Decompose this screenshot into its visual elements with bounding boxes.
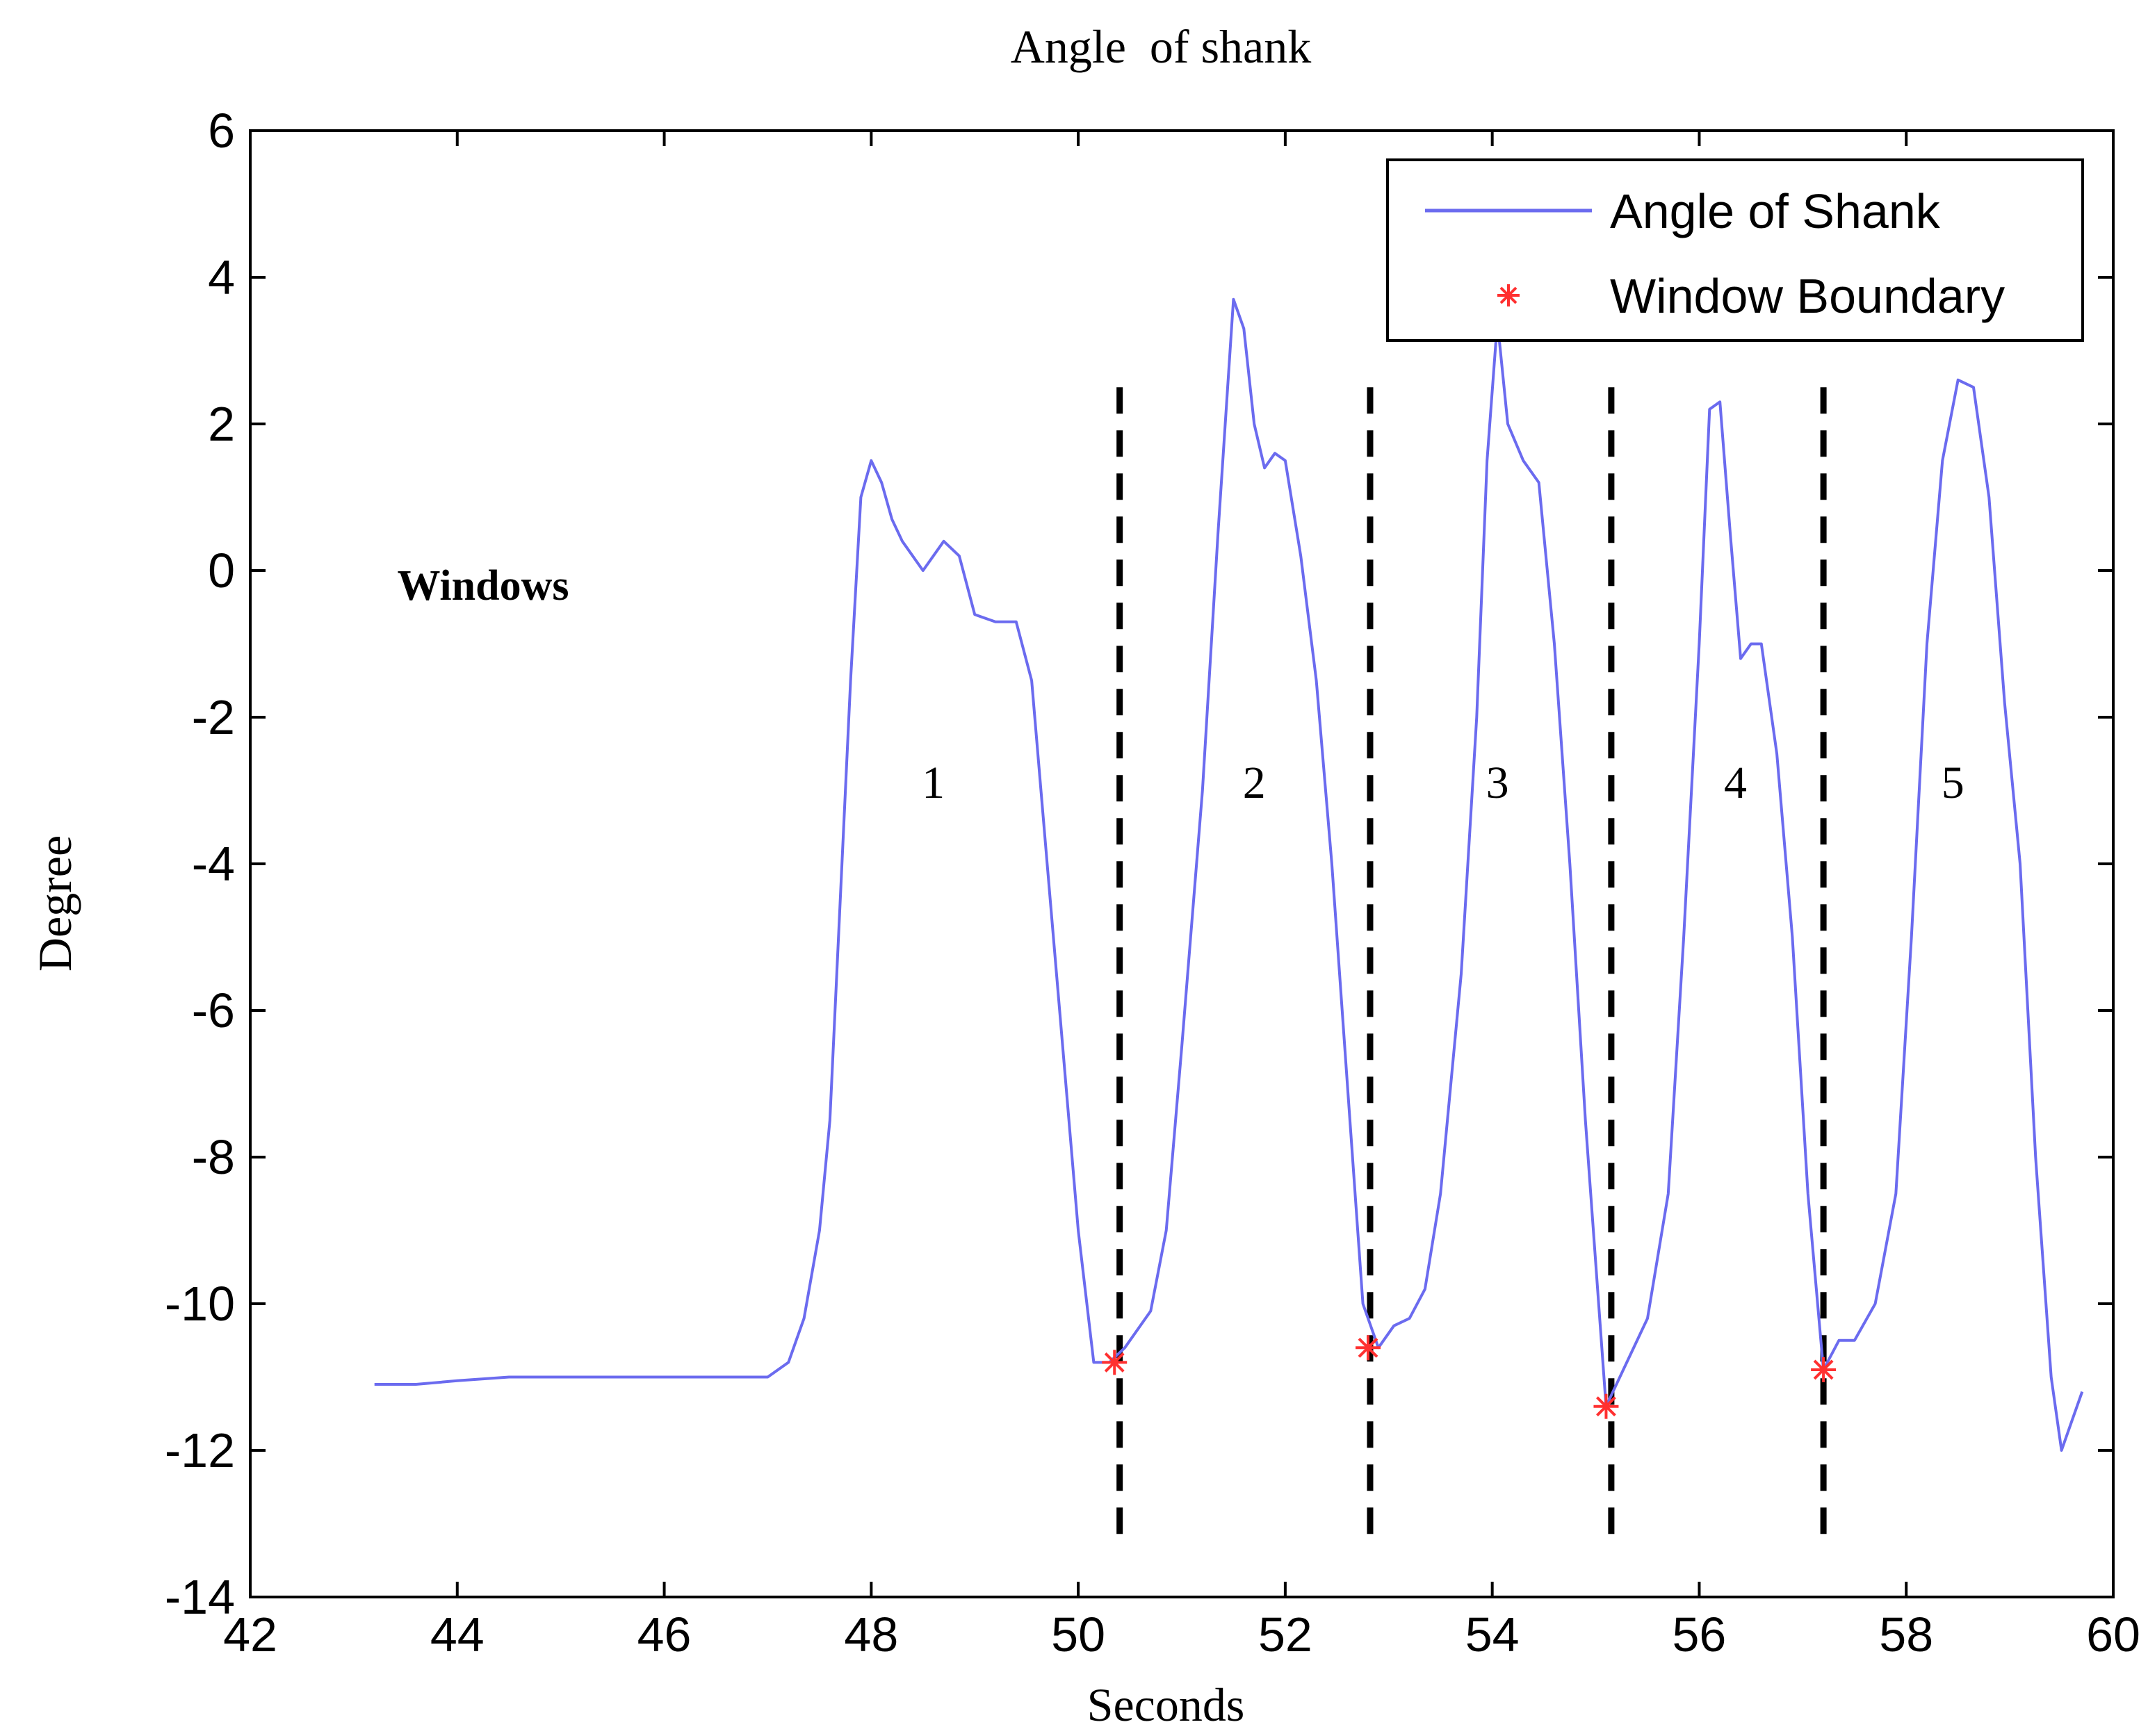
y-tick-label: -8 [192,1130,235,1184]
angle-of-shank-line [374,297,2084,1452]
x-tick-label: 44 [430,1607,485,1662]
marker-stroke [1104,1352,1125,1373]
window-number-label: 4 [1724,758,1747,808]
window-number-label: 5 [1942,758,1964,808]
windows-annotation: Windows [398,562,569,609]
y-tick-label: 2 [208,397,235,451]
chart-title: Angle of shank [1011,20,1311,73]
window-boundary-marker [1102,1350,1128,1375]
y-tick-label: 6 [208,104,235,158]
x-tick-label: 56 [1673,1607,1727,1662]
legend-label-window-boundary: Window Boundary [1610,269,2005,323]
x-tick-label: 60 [2086,1607,2140,1662]
x-tick-label: 50 [1051,1607,1105,1662]
y-tick-label: -14 [165,1570,235,1624]
annotations: Windows 1 2 3 4 5 [398,562,1964,808]
x-axis-ticks: 42 44 46 48 50 52 54 56 58 60 [223,131,2140,1662]
legend-box [1386,158,2084,342]
window-number-label: 2 [1243,758,1266,808]
y-tick-label: -12 [165,1423,235,1477]
window-number-label: 1 [922,758,945,808]
marker-stroke [1596,1396,1616,1417]
x-tick-label: 54 [1465,1607,1520,1662]
y-tick-label: -2 [192,690,235,744]
y-axis-label: Degree [29,835,81,972]
x-tick-label: 58 [1879,1607,1933,1662]
window-number-label: 3 [1486,758,1509,808]
y-tick-label: 0 [208,543,235,598]
window-boundary-marker [1811,1357,1837,1382]
y-tick-label: -6 [192,983,235,1038]
legend: Angle of Shank Window Boundary [1386,158,2084,342]
window-boundary-markers [1102,1335,1837,1419]
y-axis-ticks: -14 -12 -10 -8 -6 -4 -2 0 2 4 6 [165,104,2113,1624]
y-tick-label: -10 [165,1277,235,1331]
x-tick-label: 48 [844,1607,898,1662]
y-tick-label: -4 [192,837,235,891]
marker-stroke [1813,1359,1834,1380]
series-layer [374,297,2084,1452]
window-boundary-marker [1593,1393,1619,1419]
x-tick-label: 52 [1258,1607,1312,1662]
window-boundary-marker [1356,1335,1381,1361]
legend-star-marker [1497,284,1520,306]
window-dividers [1116,387,1827,1539]
marker-stroke [1358,1337,1378,1358]
x-tick-label: 46 [637,1607,692,1662]
legend-label-angle-of-shank: Angle of Shank [1610,184,1941,238]
x-tick-label: 42 [223,1607,277,1662]
x-axis-label: Seconds [1087,1678,1245,1731]
y-tick-label: 4 [208,250,235,304]
